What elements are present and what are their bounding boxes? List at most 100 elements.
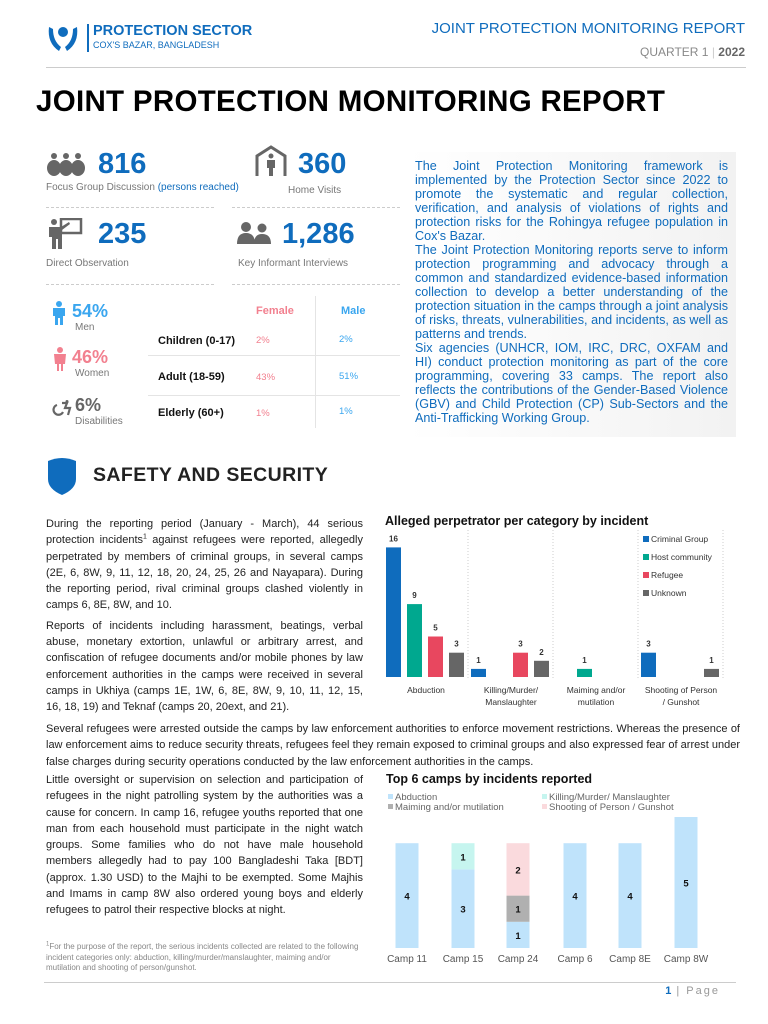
bar-criminal-group [386,547,401,677]
data-label: 1 [515,931,521,942]
category-label: Camp 6 [557,954,592,965]
women-percent: 46% [72,347,109,367]
stat-key-informant-value: 1,286 [282,218,355,250]
bar-segment [506,895,530,922]
row-label-adult: Adult (18-59) [158,371,225,383]
woman-icon [52,347,68,376]
camps-chart: Abduction Killing/Murder/ Manslaughter Mai… [387,792,709,965]
category-label: Shooting of Person [645,685,718,695]
legend-swatch [643,554,649,560]
adult-male: 51% [339,371,359,382]
stat-direct-observation-value: 235 [98,218,147,250]
divider [46,207,214,208]
elderly-female: 1% [256,408,270,419]
year: 2022 [718,45,745,59]
bar-unknown [704,668,719,677]
footer-rule [44,982,736,983]
header-divider [87,24,89,52]
stat-home-visits-label: Home Visits [288,185,342,196]
table-divider [148,395,400,396]
row-label-elderly: Elderly (60+) [158,407,224,419]
adult-female: 43% [256,372,276,383]
data-label: 3 [454,640,459,649]
stat-focus-group-value: 816 [98,148,147,180]
logo-icon [47,25,79,53]
category-label: Killing/Murder/ [484,685,539,695]
men-label: Men [75,322,95,333]
header-rule [46,67,746,68]
bar-unknown [534,660,549,677]
category-label: Abduction [407,685,445,695]
chart2-title: Top 6 camps by incidents reported [386,772,593,786]
header-report-title: JOINT PROTECTION MONITORING REPORT [431,20,745,37]
table-divider [315,296,316,428]
bar-criminal-group [471,668,486,677]
bar-segment [395,843,419,948]
footnote-text: For the purpose of the report, the serio… [46,942,359,972]
children-female: 2% [256,335,270,346]
chart1-title: Alleged perpetrator per category by inci… [385,514,649,528]
legend-label: Refugee [651,570,683,580]
stat-home-visits-value: 360 [298,148,347,180]
group-icon [46,152,86,181]
text: During the reporting period (January - M… [46,518,363,547]
two-people-icon [237,222,271,249]
men-percent: 54% [72,301,109,321]
bar-host-community [577,668,592,677]
body-left-top: During the reporting period (January - M… [46,516,363,720]
intro-box: The Joint Protection Monitoring framewor… [408,152,736,437]
data-label: 4 [404,892,410,903]
disabilities-label: Disabilities [75,416,123,427]
legend-swatch [643,536,649,542]
intro-paragraph: The Joint Protection Monitoring reports … [415,243,728,341]
org-name: PROTECTION SECTOR [93,23,253,39]
data-label: 3 [646,640,651,649]
bar-segment [506,843,530,896]
data-label: 5 [433,624,438,633]
legend-label: Maiming and/or mutilation [395,802,504,813]
paragraph: During the reporting period (January - M… [46,516,363,614]
body-left-bottom: Little oversight or supervision on selec… [46,774,363,917]
data-label: 1 [476,656,481,665]
footnote-mark: 1 [46,941,50,948]
legend-swatch [542,804,547,809]
bar-unknown [449,652,464,677]
legend-label: Abduction [395,792,437,803]
category-label: Camp 15 [443,954,484,965]
category-label: Maiming and/or [567,685,626,695]
legend-swatch [542,794,547,799]
bar-segment [506,921,530,948]
legend-label: Unknown [651,588,687,598]
women-label: Women [75,368,110,379]
bar-refugee [513,652,528,677]
separator: | [711,45,715,59]
row-label-children: Children (0-17) [158,335,236,347]
quarter: QUARTER 1 [640,45,709,59]
bar-refugee [428,636,443,677]
page-num: 1 [665,985,672,997]
page-number: 1 | Page [665,985,720,997]
legend-label: Killing/Murder/ Manslaughter [549,792,670,803]
legend-label: Host community [651,552,713,562]
footnote: 1For the purpose of the report, the seri… [46,941,366,974]
data-label: 5 [683,879,689,890]
wheelchair-icon [50,400,72,421]
body-full-width: Several refugees were arrested outside t… [46,723,740,768]
data-label: 1 [582,656,587,665]
bar-criminal-group [641,652,656,677]
data-label: 2 [539,648,544,657]
divider [232,284,400,285]
category-label: Camp 8W [664,954,709,965]
paragraph: Reports of incidents including harassmen… [46,619,363,714]
sep: | [676,985,682,997]
org-location: COX'S BAZAR, BANGLADESH [93,40,220,50]
label: Focus Group Discussion [46,182,155,193]
bar-segment [563,843,587,948]
stat-direct-observation-label: Direct Observation [46,258,129,269]
section-title: SAFETY AND SECURITY [93,464,329,486]
data-label: 1 [709,656,714,665]
category-label: Camp 24 [498,954,539,965]
table-divider [148,355,400,356]
bar-host-community [407,604,422,677]
legend-swatch [388,804,393,809]
